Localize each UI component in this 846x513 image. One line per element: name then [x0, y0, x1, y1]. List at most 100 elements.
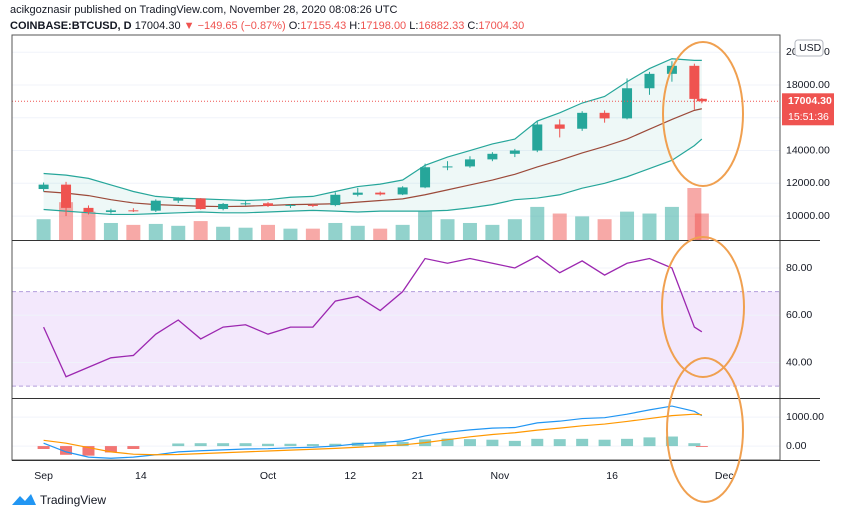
candle-body [375, 192, 386, 195]
highlight-ellipse [666, 357, 744, 503]
symbol: COINBASE:BTCUSD, D [10, 20, 132, 32]
candle-body [307, 204, 318, 206]
x-tick-label: Sep [34, 470, 53, 482]
candle-body [696, 98, 707, 102]
volume-bar [81, 211, 96, 240]
candle-body [240, 203, 251, 205]
histogram-bar [576, 438, 589, 447]
volume-bar [283, 228, 298, 240]
y-tick-label: 80.00 [786, 262, 812, 274]
volume-bar [664, 206, 679, 240]
volume-bar [216, 226, 231, 240]
logo: TradingView [12, 493, 106, 507]
macd-line [43, 413, 702, 456]
x-tick-label: Dec [715, 470, 734, 482]
candle-body [442, 166, 453, 168]
bollinger-lower [43, 138, 703, 216]
volume-bar [530, 206, 545, 240]
volume-bar [575, 216, 590, 240]
l-label: L: [409, 20, 418, 32]
volume-bar [350, 225, 365, 240]
currency: USD [799, 42, 822, 54]
y-tick-label: 1000.00 [786, 411, 824, 423]
candle-body [61, 184, 72, 208]
price-label: 17004.30 [788, 95, 832, 107]
volume-bar [642, 213, 657, 240]
histogram-bar [695, 446, 708, 447]
histogram-bar [621, 438, 634, 447]
x-tick-label: 16 [606, 470, 618, 482]
volume-bar [485, 224, 500, 240]
candle-body [487, 153, 498, 160]
volume-bar [373, 228, 388, 240]
h-value: 17198.00 [360, 20, 406, 32]
candle-body [420, 167, 431, 188]
histogram-bar [172, 443, 185, 447]
countdown: 15:51:36 [788, 111, 829, 123]
histogram-bar [127, 446, 140, 449]
y-tick-label: 60.00 [786, 309, 812, 321]
histogram-bar [508, 440, 521, 447]
histogram-bar [688, 443, 701, 447]
histogram-bar [396, 442, 409, 447]
l-value: 16882.33 [418, 20, 464, 32]
change: ▼ −149.65 (−0.87%) [184, 20, 286, 32]
volume-bar [261, 224, 275, 240]
histogram-bar [217, 443, 230, 447]
histogram-bar [306, 444, 319, 447]
volume-bar [126, 224, 141, 240]
candle-body [352, 192, 363, 195]
volume-bar [418, 211, 433, 240]
histogram-bar [598, 439, 611, 447]
y-tick-label: 10000.00 [786, 210, 830, 222]
histogram-bar [60, 446, 73, 455]
c-label: C: [467, 20, 478, 32]
y-tick-label: 14000.00 [786, 144, 830, 156]
candle-body [218, 203, 229, 210]
histogram-bar [104, 446, 117, 453]
candle-body [263, 203, 273, 206]
volume-bar [193, 221, 208, 240]
volume-bar [238, 227, 253, 240]
currency-box [794, 39, 824, 57]
last: 17004.30 [135, 20, 181, 32]
candle-body [285, 204, 296, 206]
y-tick-label: 40.00 [786, 356, 812, 368]
histogram-bar [37, 446, 50, 449]
candle-body [397, 187, 408, 195]
volume-bar [620, 211, 635, 240]
candle-body [38, 184, 49, 190]
candle-body [532, 124, 543, 151]
candle-body [128, 210, 139, 212]
x-tick-label: Nov [491, 470, 510, 482]
volume-bar [462, 222, 477, 240]
h-label: H: [349, 20, 360, 32]
logo-icon [12, 494, 36, 505]
candle-body [599, 112, 610, 119]
volume-bar [171, 225, 186, 240]
volume-bar [103, 222, 118, 240]
histogram-bar [486, 439, 499, 447]
volume-bar [440, 219, 455, 240]
o-value: 17155.43 [300, 20, 346, 32]
volume-bar [395, 224, 410, 240]
author-line: acikgoznasir published on TradingView.co… [10, 4, 398, 16]
histogram-bar [553, 439, 566, 447]
x-tick-label: 21 [412, 470, 424, 482]
candle-body [577, 112, 588, 129]
brand: TradingView [40, 493, 106, 507]
volume-bar [597, 219, 612, 240]
y-tick-label: 0.00 [786, 440, 807, 452]
histogram-bar [665, 436, 678, 447]
plot [12, 51, 780, 459]
candle-body [105, 210, 116, 212]
histogram-bar [239, 443, 252, 447]
o-label: O: [289, 20, 301, 32]
volume-bar [148, 223, 163, 240]
highlight-ellipse [661, 236, 745, 378]
candle-body [173, 198, 184, 201]
candle-body [195, 198, 206, 210]
candle-body [622, 88, 633, 119]
